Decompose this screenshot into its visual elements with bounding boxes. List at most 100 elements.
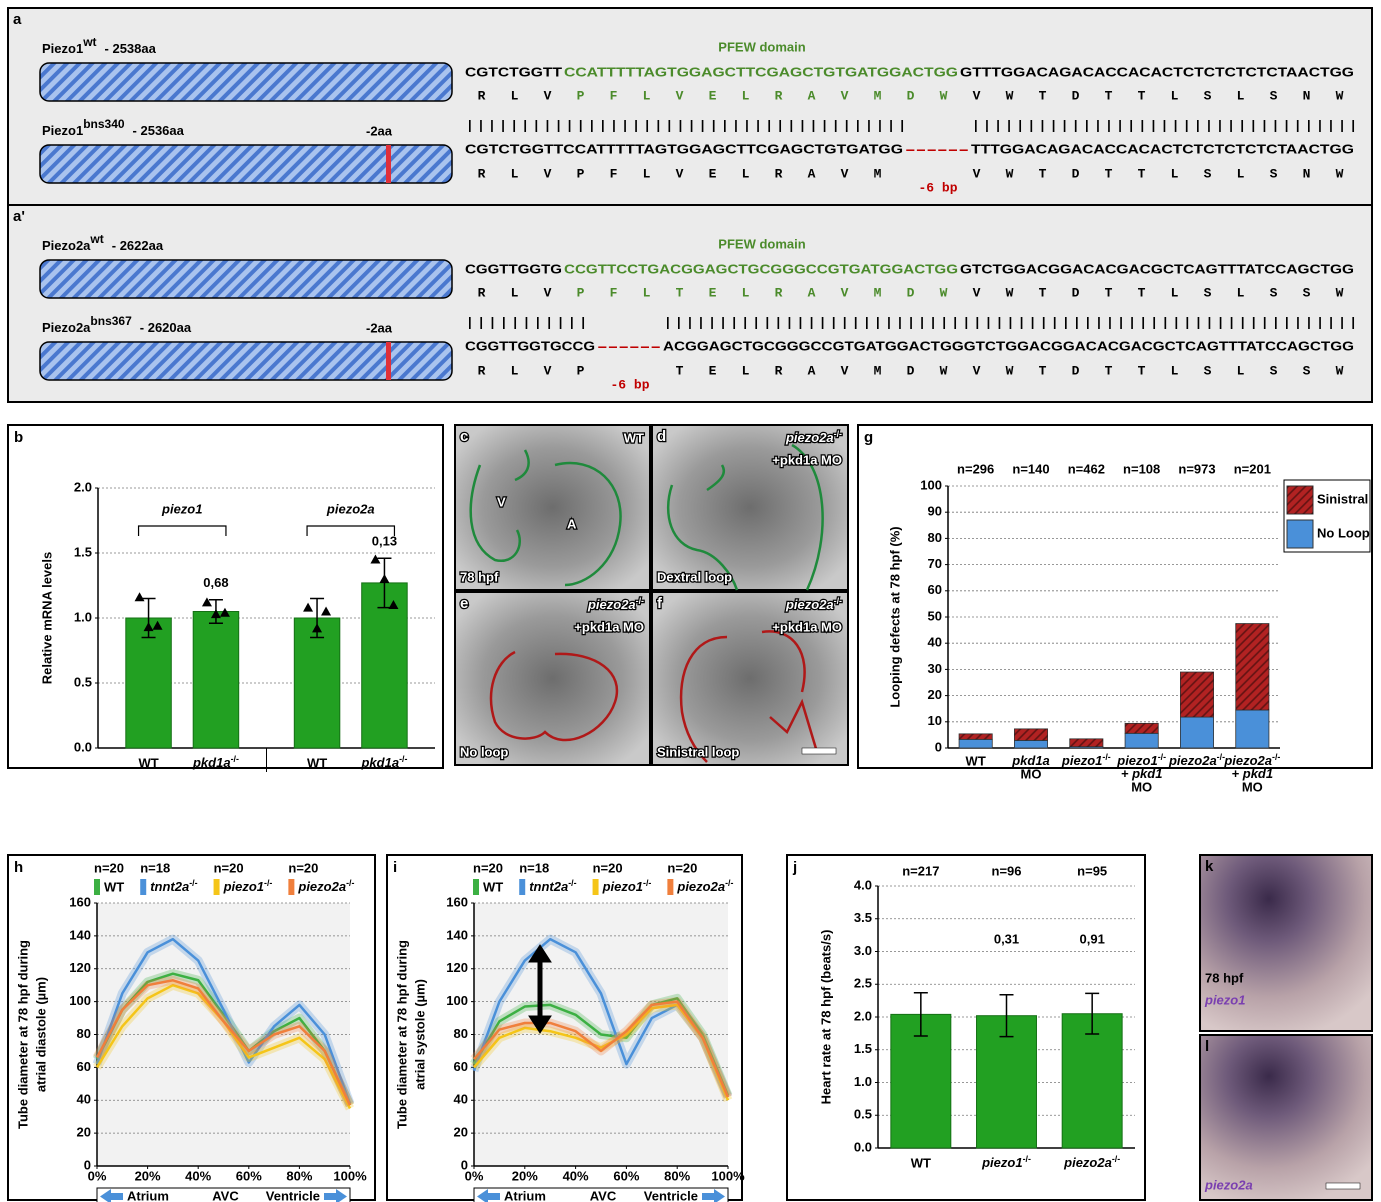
legend-label: piezo2a-/- bbox=[676, 878, 733, 894]
y-tick-label: 80 bbox=[928, 530, 942, 545]
x-tick-label: WT bbox=[138, 755, 158, 770]
nucleotide-sequence: CCGTTCCTGACGGAGCTGCGGGCCGTGATGGACTGG bbox=[564, 261, 958, 276]
nucleotide-sequence: ------ bbox=[597, 338, 661, 353]
amino-acid: L bbox=[1237, 285, 1245, 300]
amino-acid: R bbox=[478, 166, 486, 181]
x-tick-label: MO bbox=[1021, 766, 1042, 781]
image-label: No loop bbox=[460, 744, 508, 759]
x-tick-label-sup: -/- bbox=[1158, 752, 1166, 762]
panel-letter: h bbox=[14, 859, 23, 876]
panel-letter: g bbox=[864, 429, 873, 446]
image-label-sup: -/- bbox=[834, 429, 842, 439]
image-label: piezo2a-/- bbox=[785, 596, 842, 612]
n-label: n=217 bbox=[902, 863, 939, 878]
amino-acid: T bbox=[1138, 363, 1146, 378]
x-tick-label-main: piezo2a bbox=[1168, 753, 1217, 768]
amino-acid: L bbox=[643, 166, 651, 181]
bar bbox=[193, 612, 238, 749]
amino-acid: R bbox=[478, 363, 486, 378]
y-tick-label: 140 bbox=[446, 927, 468, 942]
image-panel: dpiezo2a-/-+pkd1a MODextral loop bbox=[652, 425, 848, 590]
image-label: WT bbox=[624, 430, 644, 445]
amino-acid: V bbox=[973, 285, 981, 300]
group-label: piezo2a bbox=[326, 501, 375, 516]
amino-acid: V bbox=[841, 363, 849, 378]
amino-acid: T bbox=[676, 363, 684, 378]
y-tick-label: 40 bbox=[454, 1092, 468, 1107]
x-tick-label: 40% bbox=[563, 1168, 589, 1183]
image-panel: k78 hpfpiezo1 bbox=[1200, 855, 1372, 1031]
legend-n: n=20 bbox=[214, 860, 244, 875]
amino-acid: V bbox=[973, 166, 981, 181]
protein-name-sup: wt bbox=[82, 35, 96, 49]
panel-letter: l bbox=[1205, 1038, 1209, 1055]
x-tick-label-main: pkd1a bbox=[360, 755, 399, 770]
p-value: 0,31 bbox=[994, 931, 1019, 946]
panel-letter: d bbox=[657, 428, 666, 445]
deletion-size: -6 bp bbox=[610, 377, 649, 392]
p-value: 0,91 bbox=[1080, 931, 1105, 946]
amino-acid: L bbox=[511, 166, 519, 181]
y-tick-label: 70 bbox=[928, 556, 942, 571]
x-tick-label-sup: -/- bbox=[399, 754, 407, 764]
amino-acid: D bbox=[1072, 285, 1080, 300]
nucleotide-sequence: ACGGAGCTGCGGGCCGTGATGGACTGGGTCTGGACGGACA… bbox=[663, 338, 1354, 353]
y-tick-label: 160 bbox=[446, 894, 468, 909]
axis-annotation: AVC bbox=[590, 1188, 617, 1202]
legend-label-sup: -/- bbox=[643, 878, 651, 888]
n-label: n=96 bbox=[992, 863, 1022, 878]
x-tick-label: 20% bbox=[512, 1168, 538, 1183]
amino-acid: T bbox=[1105, 88, 1113, 103]
x-tick-label: WT bbox=[966, 753, 986, 768]
x-tick-label-sup: -/- bbox=[1023, 1154, 1031, 1164]
domain-label: PFEW domain bbox=[718, 39, 805, 54]
nucleotide-sequence: TTTGGACAGACACCACACTCTCTCTCTCTAACTGG bbox=[971, 141, 1354, 156]
x-tick-label-main: piezo1 bbox=[981, 1155, 1022, 1170]
legend-n: n=20 bbox=[473, 860, 503, 875]
legend-swatch bbox=[1287, 520, 1313, 548]
protein-bar bbox=[40, 63, 452, 101]
amino-acid: L bbox=[742, 363, 750, 378]
y-tick-label: 2.0 bbox=[74, 479, 92, 494]
y-axis-label: atrial systole (µm) bbox=[412, 979, 427, 1090]
amino-acid: D bbox=[1072, 166, 1080, 181]
y-tick-label: 120 bbox=[446, 960, 468, 975]
amino-acid: L bbox=[1171, 88, 1179, 103]
region-label: V bbox=[497, 494, 506, 509]
legend-label-sup: -/- bbox=[725, 878, 733, 888]
x-tick-label-sup: -/- bbox=[1112, 1154, 1120, 1164]
deletion-mark bbox=[386, 342, 391, 380]
amino-acid: A bbox=[808, 285, 816, 300]
amino-acid: L bbox=[742, 285, 750, 300]
legend-swatch bbox=[140, 879, 146, 895]
amino-acid: D bbox=[1072, 88, 1080, 103]
y-tick-label: 3.5 bbox=[854, 910, 872, 925]
protein-name-sup: wt bbox=[89, 232, 103, 246]
amino-acid: R bbox=[775, 363, 783, 378]
scale-bar bbox=[1326, 1183, 1360, 1189]
y-tick-label: 160 bbox=[69, 894, 91, 909]
legend-swatch-hatch bbox=[1287, 486, 1313, 514]
x-tick-label: 40% bbox=[185, 1168, 211, 1183]
amino-acid: R bbox=[775, 166, 783, 181]
region-label: A bbox=[567, 516, 577, 531]
image-label: 78 hpf bbox=[1205, 970, 1244, 985]
axis-annotation: Atrium bbox=[127, 1188, 169, 1202]
axis-annotation: Atrium bbox=[504, 1188, 546, 1202]
amino-acid: M bbox=[874, 285, 882, 300]
x-tick-label: 0% bbox=[88, 1168, 107, 1183]
amino-acid: S bbox=[1204, 285, 1212, 300]
y-tick-label: 140 bbox=[69, 927, 91, 942]
image-label: 78 hpf bbox=[460, 569, 499, 584]
p-value: 0,68 bbox=[203, 575, 228, 590]
amino-acid: L bbox=[643, 88, 651, 103]
y-axis-label: Tube diameter at 78 hpf during bbox=[394, 940, 409, 1129]
amino-acid: V bbox=[841, 166, 849, 181]
bar-segment-hatch bbox=[1014, 729, 1047, 741]
panel-letter: k bbox=[1205, 858, 1214, 875]
x-tick-label: 80% bbox=[664, 1168, 690, 1183]
nucleotide-sequence: CGTCTGGTTCCATTTTTAGTGGAGCTTCGAGCTGTGATGG bbox=[465, 141, 903, 156]
amino-acid: W bbox=[1336, 166, 1344, 181]
deletion-label: -2aa bbox=[366, 123, 393, 138]
protein-size: - 2620aa bbox=[140, 320, 192, 335]
